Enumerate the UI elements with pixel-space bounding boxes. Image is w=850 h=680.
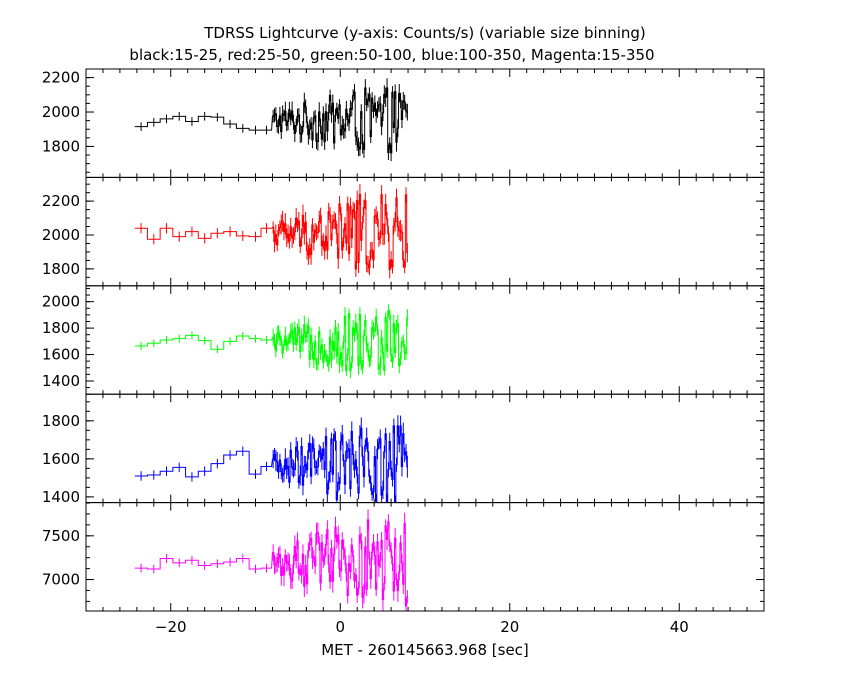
panel-frame-black xyxy=(85,68,765,178)
y-tick-label: 1800 xyxy=(42,412,80,430)
y-tick-label: 2000 xyxy=(42,293,80,311)
panel-magenta: 7000 7500 xyxy=(42,502,765,612)
y-tick-label: 2200 xyxy=(42,69,80,87)
panel-green: 1400 1600 1800 2000 xyxy=(42,285,765,395)
series-line-black xyxy=(134,87,409,154)
y-tick-label: 1800 xyxy=(42,319,80,337)
y-tick-label: 1400 xyxy=(42,372,80,390)
x-tick-label: 20 xyxy=(500,618,519,636)
y-tick-label: 1800 xyxy=(42,260,80,278)
y-tick-label: 1400 xyxy=(42,488,80,506)
chart-title: TDRSS Lightcurve (y-axis: Counts/s) (var… xyxy=(203,24,646,42)
panel-frame-magenta xyxy=(85,502,765,612)
panel-frame-green xyxy=(85,285,765,395)
panel-black: 1800 2000 2200 xyxy=(42,68,765,178)
panel-frame-blue xyxy=(85,393,765,504)
y-tick-label: 2200 xyxy=(42,192,80,210)
x-tick-label: −20 xyxy=(155,618,187,636)
panels-group: 1800 2000 2200 1800 2000 2200 1400 1600 1800 2000… xyxy=(42,68,765,636)
y-tick-label: 1800 xyxy=(42,137,80,155)
x-tick-label: 0 xyxy=(335,618,345,636)
y-tick-label: 2000 xyxy=(42,226,80,244)
y-tick-label: 1600 xyxy=(42,346,80,364)
y-tick-label: 7000 xyxy=(42,571,80,589)
y-tick-label: 2000 xyxy=(42,103,80,121)
x-tick-label: 40 xyxy=(670,618,689,636)
y-tick-label: 1600 xyxy=(42,450,80,468)
x-axis-label: MET - 260145663.968 [sec] xyxy=(321,641,529,659)
chart-subtitle: black:15-25, red:25-50, green:50-100, bl… xyxy=(129,46,654,64)
y-tick-label: 7500 xyxy=(42,527,80,545)
panel-blue: 1400 1600 1800 xyxy=(42,393,765,506)
panel-red: 1800 2000 2200 xyxy=(42,176,765,287)
